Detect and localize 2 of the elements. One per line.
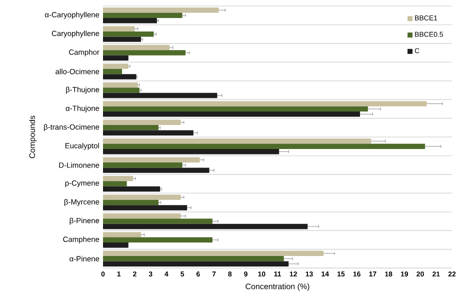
y-axis-title: Compounds	[29, 116, 37, 158]
x-axis-title: Concentration (%)	[246, 283, 310, 291]
